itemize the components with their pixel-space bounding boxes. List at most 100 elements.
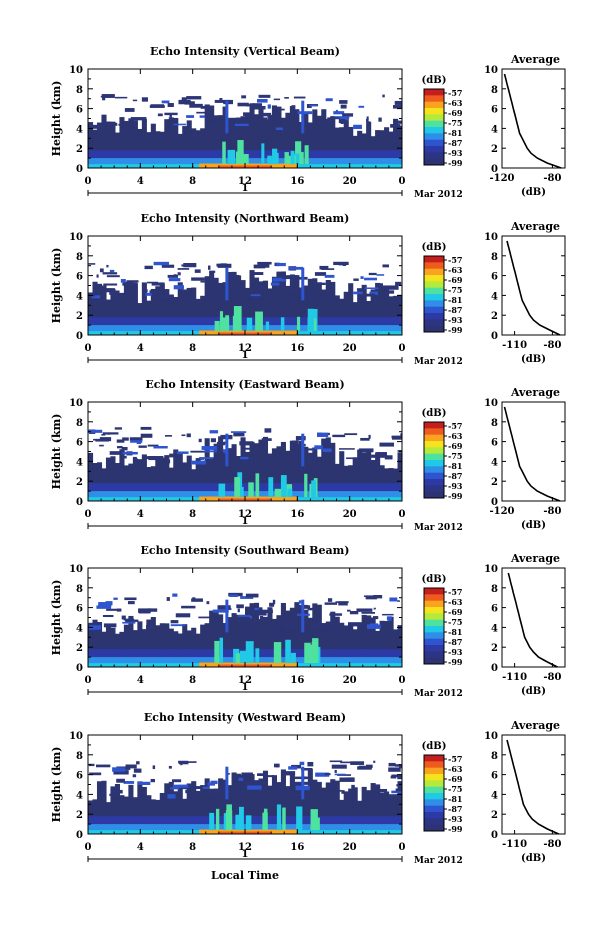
- echo-layer: [312, 603, 318, 667]
- echo-patch: [382, 613, 394, 616]
- echo-layer: [307, 769, 313, 834]
- echo-patch: [257, 609, 273, 613]
- echo-layer: [200, 295, 206, 335]
- profile-x-tick-label: -80: [543, 173, 561, 184]
- echo-patch: [113, 770, 129, 775]
- profile-y-tick-label: 10: [484, 65, 498, 76]
- colorbar-segment: [424, 95, 444, 103]
- echo-layer: [245, 287, 251, 335]
- echo-patch: [152, 765, 156, 770]
- echo-patch: [145, 292, 152, 296]
- echo-layer: [231, 120, 237, 168]
- x-tick-label: 12: [238, 509, 252, 520]
- profile-y-tick-label: 2: [491, 144, 498, 155]
- echo-patch: [109, 269, 115, 273]
- echo-patch: [226, 274, 240, 278]
- echo-plume: [310, 809, 318, 831]
- echo-patch: [242, 121, 253, 126]
- echo-patch: [140, 433, 153, 438]
- echo-patch: [324, 454, 330, 457]
- echo-patch: [241, 95, 247, 99]
- echo-layer: [186, 287, 192, 335]
- echo-layer: [182, 624, 188, 667]
- echo-patch: [309, 623, 323, 628]
- echo-layer: [357, 449, 363, 501]
- profile-x-label: (dB): [521, 853, 546, 864]
- echo-layer: [209, 788, 215, 834]
- colorbar-segment: [424, 460, 444, 467]
- colorbar-tick-label: -69: [448, 108, 463, 118]
- echo-layer: [388, 131, 394, 168]
- echo-layer: [316, 456, 322, 501]
- echo-patch: [254, 607, 259, 611]
- profile-title: Average: [510, 53, 560, 66]
- echo-patch: [396, 101, 402, 104]
- y-tick-label: 4: [76, 790, 83, 801]
- echo-patch: [227, 126, 243, 130]
- colorbar-segment: [424, 139, 444, 147]
- echo-patch: [340, 121, 344, 125]
- echo-plume: [242, 154, 249, 165]
- echo-patch: [144, 265, 153, 270]
- profile-x-label: (dB): [521, 520, 546, 531]
- echo-patch: [112, 767, 126, 772]
- colorbar-tick-label: -57: [448, 255, 462, 265]
- echo-plume: [267, 155, 272, 165]
- colorbar-segment: [424, 638, 444, 646]
- echo-patch: [216, 441, 226, 446]
- echo-layer: [222, 779, 228, 834]
- colorbar-segment: [424, 755, 444, 762]
- echo-patch: [243, 112, 251, 116]
- echo-patch: [161, 264, 175, 268]
- echo-layer: [110, 786, 116, 834]
- echo-layer: [168, 781, 174, 834]
- echo-patch: [207, 265, 211, 270]
- profile-x-tick-label: -80: [543, 672, 561, 683]
- echo-layer: [366, 615, 372, 667]
- echo-layer: [348, 788, 354, 834]
- echo-patch: [186, 96, 202, 100]
- echo-patch: [124, 597, 137, 601]
- profile-title: Average: [510, 386, 560, 399]
- colorbar-segment: [424, 268, 444, 276]
- echo-layer: [312, 109, 318, 168]
- echo-patch: [388, 762, 396, 767]
- echo-patch: [88, 763, 95, 767]
- echo-patch: [283, 771, 296, 776]
- colorbar-tick-label: -69: [448, 275, 463, 285]
- profile-y-tick-label: 6: [491, 438, 498, 449]
- profile-frame: [501, 567, 566, 668]
- echo-patch: [270, 282, 280, 286]
- colorbar-segment: [424, 275, 444, 282]
- date-label: Mar 2012: [414, 357, 463, 367]
- echo-patch: [245, 447, 253, 450]
- echo-patch: [314, 282, 326, 285]
- colorbar-label: (dB): [422, 242, 447, 253]
- echo-patch: [384, 455, 393, 460]
- echo-patch: [177, 272, 181, 276]
- echo-layer: [200, 785, 206, 834]
- echo-patch: [241, 772, 253, 776]
- echo-patch: [389, 597, 398, 602]
- echo-patch: [376, 452, 387, 456]
- echo-layer: [110, 456, 116, 501]
- echo-patch: [122, 451, 138, 455]
- echo-patch: [335, 109, 338, 114]
- colorbar-tick-label: -75: [448, 451, 462, 461]
- echo-layer: [213, 115, 219, 168]
- x-tick-label: 8: [189, 842, 196, 853]
- echo-patch: [103, 623, 117, 628]
- profile-y-tick-label: 8: [491, 751, 498, 762]
- echo-layer: [182, 126, 188, 168]
- echo-patch: [140, 426, 152, 430]
- echo-layer: [128, 118, 134, 168]
- echo-plume: [255, 473, 260, 498]
- echo-patch: [249, 615, 253, 619]
- y-tick-label: 10: [69, 564, 83, 575]
- echo-layer: [388, 796, 394, 834]
- echo-layer: [227, 617, 233, 667]
- echo-patch: [223, 285, 237, 289]
- echo-layer: [96, 781, 103, 834]
- echo-layer: [325, 280, 331, 335]
- colorbar-segment: [424, 158, 444, 166]
